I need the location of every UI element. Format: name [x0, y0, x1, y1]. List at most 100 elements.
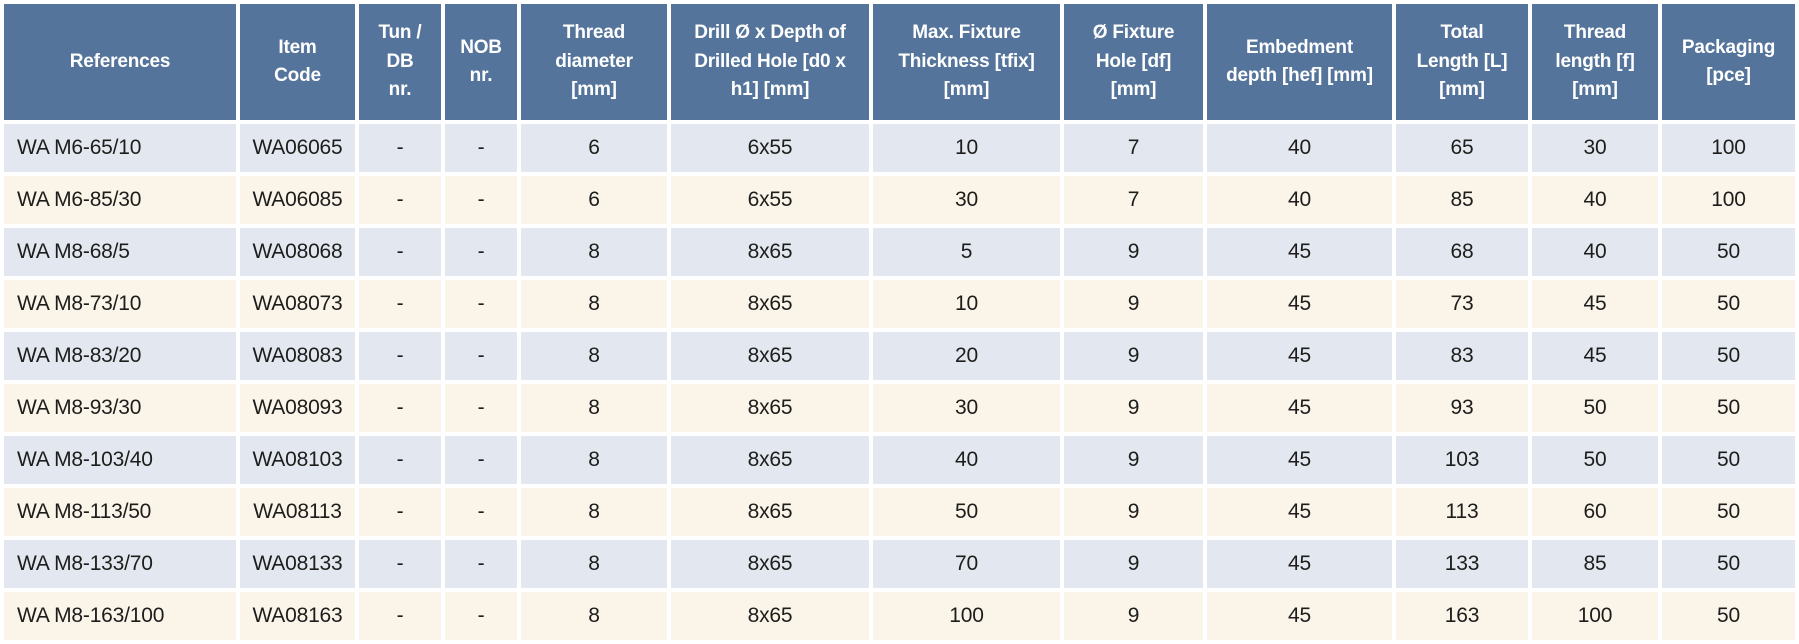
cell-thread_length: 40 — [1532, 176, 1658, 224]
cell-thread_diameter: 8 — [521, 436, 667, 484]
cell-thread_length: 50 — [1532, 436, 1658, 484]
cell-packaging: 50 — [1662, 280, 1795, 328]
table-row: WA M8-163/100 WA08163- -8 8x65 100 9 45 163 100 5… — [4, 592, 1795, 640]
cell-thread_diameter: 8 — [521, 332, 667, 380]
table-row: WA M6-65/10 WA06065- -6 6x55 10 7 40 65 30 100 — [4, 124, 1795, 172]
cell-references: WA M6-85/30 — [4, 176, 236, 224]
cell-item_code: WA08093 — [240, 384, 355, 432]
cell-max_fixture_thickness: 40 — [873, 436, 1060, 484]
table-row: WA M8-93/30 WA08093- -8 8x65 30 9 45 93 50 50 — [4, 384, 1795, 432]
cell-references: WA M8-93/30 — [4, 384, 236, 432]
cell-thread_diameter: 6 — [521, 124, 667, 172]
cell-drill_depth: 8x65 — [671, 592, 869, 640]
cell-item_code: WA08073 — [240, 280, 355, 328]
cell-nob_nr: - — [445, 228, 517, 276]
cell-embedment_depth: 45 — [1207, 332, 1392, 380]
column-header-fixture_hole: Ø Fixture Hole [df] [mm] — [1064, 4, 1203, 120]
column-header-drill_depth: Drill Ø x Depth of Drilled Hole [d0 x h1… — [671, 4, 869, 120]
cell-tun_db_nr: - — [359, 124, 441, 172]
cell-thread_diameter: 6 — [521, 176, 667, 224]
column-header-nob_nr: NOB nr. — [445, 4, 517, 120]
cell-item_code: WA08068 — [240, 228, 355, 276]
table-body: WA M6-65/10 WA06065- -6 6x55 10 7 40 65 30 100 WA … — [4, 124, 1795, 640]
table-row: WA M8-68/5 WA08068- -8 8x65 5 9 45 68 40 50 — [4, 228, 1795, 276]
cell-thread_length: 40 — [1532, 228, 1658, 276]
column-header-total_length: Total Length [L] [mm] — [1396, 4, 1528, 120]
cell-nob_nr: - — [445, 592, 517, 640]
cell-item_code: WA06085 — [240, 176, 355, 224]
cell-item_code: WA08163 — [240, 592, 355, 640]
table-row: WA M8-73/10 WA08073- -8 8x65 10 9 45 73 45 50 — [4, 280, 1795, 328]
column-header-references: References — [4, 4, 236, 120]
cell-thread_diameter: 8 — [521, 488, 667, 536]
cell-total_length: 133 — [1396, 540, 1528, 588]
cell-item_code: WA08133 — [240, 540, 355, 588]
cell-tun_db_nr: - — [359, 176, 441, 224]
cell-packaging: 50 — [1662, 488, 1795, 536]
cell-max_fixture_thickness: 5 — [873, 228, 1060, 276]
cell-packaging: 50 — [1662, 332, 1795, 380]
table-row: WA M6-85/30 WA06085- -6 6x55 30 7 40 85 40 100 — [4, 176, 1795, 224]
table-row: WA M8-103/40 WA08103- -8 8x65 40 9 45 103 50 50 — [4, 436, 1795, 484]
cell-fixture_hole: 7 — [1064, 176, 1203, 224]
cell-total_length: 73 — [1396, 280, 1528, 328]
cell-embedment_depth: 45 — [1207, 280, 1392, 328]
cell-packaging: 50 — [1662, 436, 1795, 484]
cell-tun_db_nr: - — [359, 488, 441, 536]
cell-nob_nr: - — [445, 280, 517, 328]
cell-max_fixture_thickness: 10 — [873, 280, 1060, 328]
cell-thread_length: 45 — [1532, 332, 1658, 380]
cell-references: WA M8-133/70 — [4, 540, 236, 588]
cell-drill_depth: 8x65 — [671, 488, 869, 536]
cell-thread_length: 45 — [1532, 280, 1658, 328]
cell-item_code: WA08083 — [240, 332, 355, 380]
cell-tun_db_nr: - — [359, 540, 441, 588]
cell-total_length: 103 — [1396, 436, 1528, 484]
cell-thread_length: 30 — [1532, 124, 1658, 172]
cell-max_fixture_thickness: 20 — [873, 332, 1060, 380]
cell-drill_depth: 8x65 — [671, 228, 869, 276]
cell-item_code: WA06065 — [240, 124, 355, 172]
cell-references: WA M8-163/100 — [4, 592, 236, 640]
cell-embedment_depth: 45 — [1207, 488, 1392, 536]
cell-packaging: 50 — [1662, 384, 1795, 432]
table-row: WA M8-133/70 WA08133- -8 8x65 70 9 45 133 85 50 — [4, 540, 1795, 588]
cell-tun_db_nr: - — [359, 332, 441, 380]
cell-thread_diameter: 8 — [521, 280, 667, 328]
column-header-packaging: Packaging [pce] — [1662, 4, 1795, 120]
cell-total_length: 68 — [1396, 228, 1528, 276]
cell-total_length: 163 — [1396, 592, 1528, 640]
cell-fixture_hole: 9 — [1064, 436, 1203, 484]
cell-fixture_hole: 9 — [1064, 280, 1203, 328]
cell-packaging: 50 — [1662, 228, 1795, 276]
cell-max_fixture_thickness: 70 — [873, 540, 1060, 588]
cell-total_length: 65 — [1396, 124, 1528, 172]
cell-drill_depth: 8x65 — [671, 384, 869, 432]
cell-nob_nr: - — [445, 332, 517, 380]
cell-thread_diameter: 8 — [521, 540, 667, 588]
cell-max_fixture_thickness: 30 — [873, 384, 1060, 432]
cell-fixture_hole: 9 — [1064, 228, 1203, 276]
cell-thread_length: 50 — [1532, 384, 1658, 432]
cell-tun_db_nr: - — [359, 228, 441, 276]
cell-fixture_hole: 7 — [1064, 124, 1203, 172]
column-header-item_code: Item Code — [240, 4, 355, 120]
column-header-tun_db_nr: Tun / DB nr. — [359, 4, 441, 120]
cell-item_code: WA08113 — [240, 488, 355, 536]
cell-thread_diameter: 8 — [521, 384, 667, 432]
cell-tun_db_nr: - — [359, 436, 441, 484]
cell-embedment_depth: 40 — [1207, 124, 1392, 172]
cell-fixture_hole: 9 — [1064, 488, 1203, 536]
column-header-embedment_depth: Embedment depth [hef] [mm] — [1207, 4, 1392, 120]
cell-embedment_depth: 45 — [1207, 436, 1392, 484]
cell-total_length: 85 — [1396, 176, 1528, 224]
cell-references: WA M6-65/10 — [4, 124, 236, 172]
cell-drill_depth: 6x55 — [671, 176, 869, 224]
cell-tun_db_nr: - — [359, 280, 441, 328]
cell-nob_nr: - — [445, 436, 517, 484]
cell-drill_depth: 8x65 — [671, 436, 869, 484]
cell-thread_diameter: 8 — [521, 592, 667, 640]
cell-references: WA M8-103/40 — [4, 436, 236, 484]
